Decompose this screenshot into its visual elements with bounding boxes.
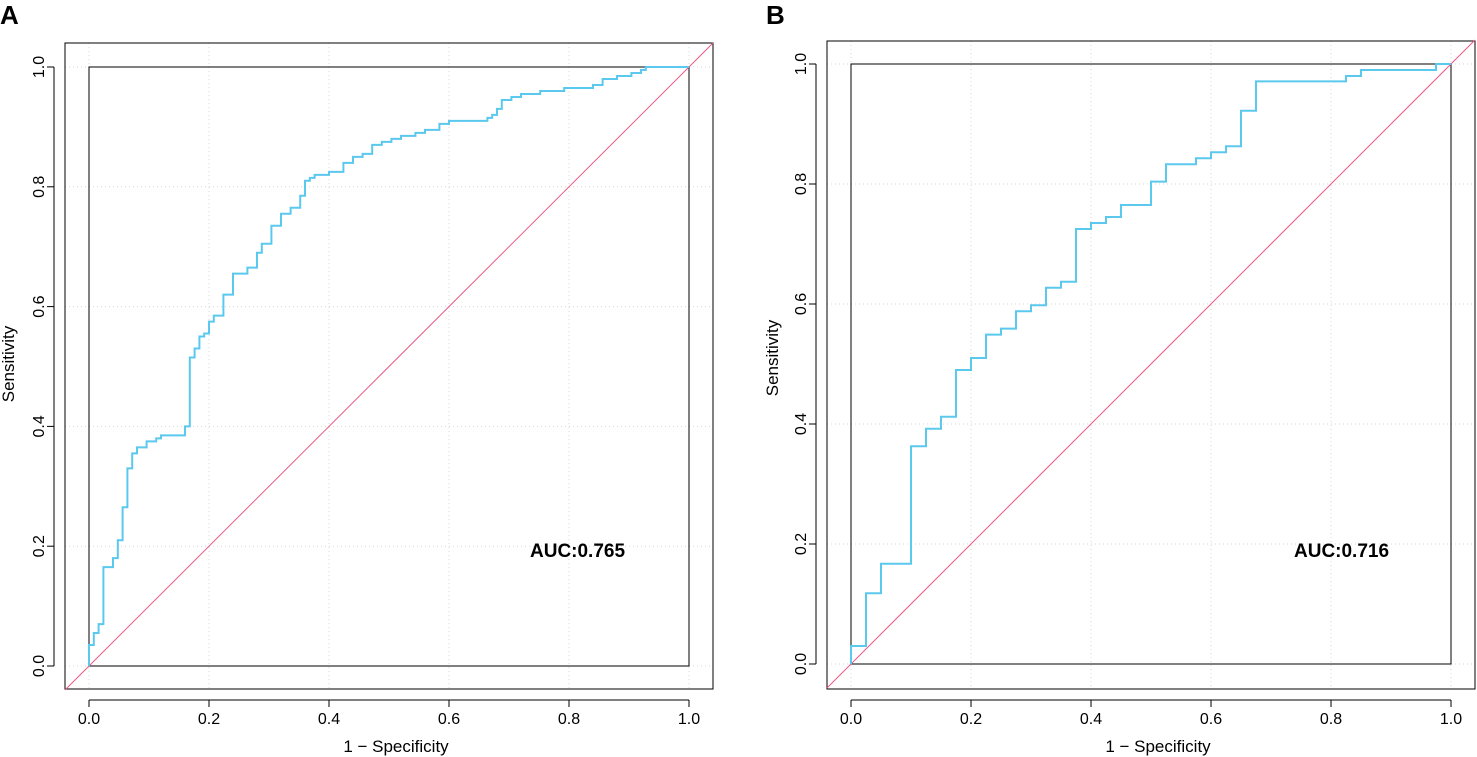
x-axis-title-a: 1 − Specificity bbox=[343, 737, 449, 756]
grid-lines-b bbox=[827, 41, 1475, 689]
panel-label-a: A bbox=[0, 0, 19, 30]
x-tick-label-b-0: 0.0 bbox=[840, 711, 862, 728]
plot-box-b bbox=[826, 40, 1476, 690]
panel-b: 0.0 0.2 0.4 0.6 0.8 1.0 0.00.20.40.60.81.0 B … bbox=[763, 0, 1476, 756]
x-axis-b: 0.0 0.2 0.4 0.6 0.8 1.0 bbox=[840, 699, 1462, 728]
panel-label-b: B bbox=[766, 0, 785, 30]
y-tick-label-a-3: 0.6 bbox=[31, 295, 48, 317]
x-tick-label-a-3: 0.6 bbox=[438, 711, 460, 728]
x-axis-a: 0.0 0.2 0.4 0.6 0.8 1.0 bbox=[78, 699, 700, 728]
x-tick-label-a-0: 0.0 bbox=[78, 711, 100, 728]
reference-line-a bbox=[64, 42, 714, 691]
y-axis-title-b: Sensitivity bbox=[763, 319, 782, 396]
y-axis-a: 0.0 0.2 0.4 0.6 0.8 1.0 bbox=[31, 56, 55, 677]
auc-annotation-b: AUC:0.716 bbox=[1294, 541, 1389, 562]
x-tick-label-a-4: 0.8 bbox=[558, 711, 580, 728]
x-tick-label-b-3: 0.6 bbox=[1200, 711, 1222, 728]
y-tick-label-b-2: 0.4 bbox=[793, 413, 810, 435]
y-tick-label-b-0: 0.0 bbox=[793, 653, 810, 675]
x-tick-label-b-1: 0.2 bbox=[960, 711, 982, 728]
y-axis-title-a: Sensitivity bbox=[0, 325, 18, 402]
y-tick-label-b-4: 0.8 bbox=[793, 173, 810, 195]
y-tick-label-b-1: 0.2 bbox=[793, 533, 810, 555]
x-tick-label-a-5: 1.0 bbox=[678, 711, 700, 728]
y-tick-label-a-0: 0.0 bbox=[31, 655, 48, 677]
y-tick-label-a-1: 0.2 bbox=[31, 535, 48, 557]
unit-square-b bbox=[850, 63, 1452, 665]
x-tick-label-b-4: 0.8 bbox=[1320, 711, 1342, 728]
y-axis-b: 0.0 0.2 0.4 0.6 0.8 1.0 bbox=[793, 53, 817, 675]
unit-square-a bbox=[88, 66, 690, 667]
y-tick-label-b-5: 1.0 bbox=[793, 53, 810, 75]
x-tick-label-a-2: 0.4 bbox=[318, 711, 340, 728]
x-tick-label-b-5: 1.0 bbox=[1440, 711, 1462, 728]
x-axis-title-b: 1 − Specificity bbox=[1105, 737, 1211, 756]
y-tick-label-b-3: 0.6 bbox=[793, 293, 810, 315]
roc-curve-a bbox=[88, 66, 689, 666]
panel-a: 0.0 0.2 0.4 0.6 0.8 1.0 0.00.20.40.60.81.0 A … bbox=[0, 0, 714, 756]
reference-line-b bbox=[826, 39, 1476, 689]
y-tick-label-a-4: 0.8 bbox=[31, 176, 48, 198]
y-tick-label-a-5: 1.0 bbox=[31, 56, 48, 78]
plot-box-a bbox=[64, 42, 714, 690]
x-tick-label-a-1: 0.2 bbox=[198, 711, 220, 728]
y-tick-label-a-2: 0.4 bbox=[31, 415, 48, 437]
roc-curve-b bbox=[850, 63, 1451, 664]
x-tick-label-b-2: 0.4 bbox=[1080, 711, 1102, 728]
auc-annotation-a: AUC:0.765 bbox=[530, 541, 625, 562]
